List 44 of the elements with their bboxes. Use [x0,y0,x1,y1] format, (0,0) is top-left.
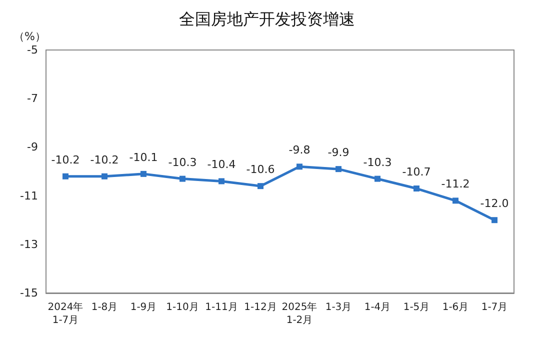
point [374,176,380,182]
data-label: -10.3 [363,156,392,169]
x-tick-label: 1-12月 [244,302,277,313]
x-tick-label: 1-6月 [442,302,469,313]
x-tick-label: 1-11月 [205,302,238,313]
y-tick-label: -11 [20,189,38,202]
x-tick-label: 1-9月 [130,302,157,313]
y-axis-title: （%） [14,30,46,43]
point [140,170,146,177]
data-label: -10.7 [402,166,431,179]
y-tick-label: -9 [27,140,38,154]
data-label: -10.2 [90,153,119,166]
point [296,164,302,170]
x-tick-label: 1-5月 [403,302,430,313]
data-label: -10.2 [51,153,80,166]
data-label: -10.3 [168,156,197,169]
x-tick-label: 1-7月 [481,302,508,313]
y-tick-label: -5 [27,44,38,56]
point [218,178,224,184]
point [258,183,264,190]
data-label: -10.4 [207,158,236,172]
x-tick-label: 1-4月 [364,302,391,313]
point [62,173,68,180]
chart-title: 全国房地产开发投资增速 [179,10,355,28]
point [336,166,342,172]
point [102,173,108,180]
data-label: -10.6 [246,163,275,176]
data-label: -9.9 [328,146,350,160]
x-tick-label: 1-8月 [91,302,118,313]
data-label: -12.0 [480,197,509,210]
point [414,186,420,192]
point [452,198,458,204]
x-tick-label: 1-3月 [325,302,352,313]
x-tick-label: 2024年 1-7月 [48,301,84,326]
point [180,176,186,182]
x-tick-label: 2025年 1-2月 [282,301,318,326]
y-tick-label: -15 [20,286,38,300]
data-label: -10.1 [129,150,158,164]
point [492,217,498,224]
data-label: -11.2 [441,178,470,191]
y-tick-label: -13 [20,238,38,251]
y-tick-label: -7 [27,92,38,106]
x-tick-label: 1-10月 [166,302,199,313]
data-label: -9.8 [288,144,310,157]
